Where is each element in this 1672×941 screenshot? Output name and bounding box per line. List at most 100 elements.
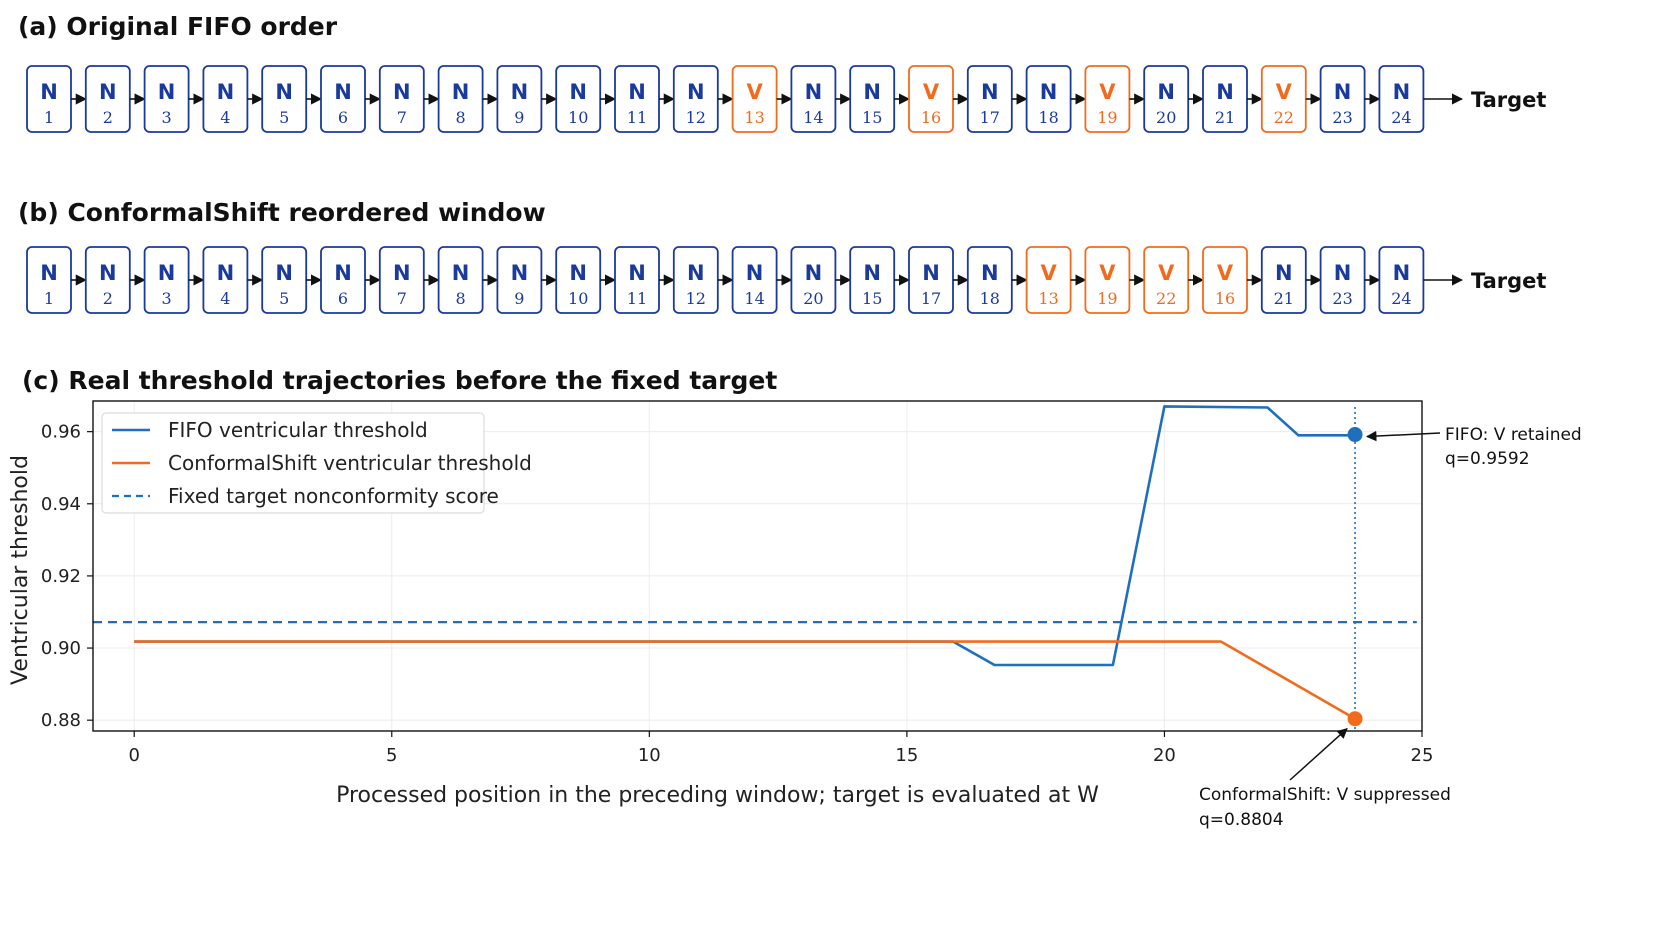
sequence-box-1: N1 (26, 65, 72, 133)
y-axis-label: Ventricular threshold (8, 455, 33, 685)
beat-type-label: V (1158, 261, 1175, 285)
sequence-box-4: N4 (202, 246, 249, 314)
plot-frame (92, 400, 1423, 732)
beat-index-label: 11 (627, 289, 647, 308)
sequence-box-18: N 18 (1025, 65, 1072, 133)
sequence-box-14: N 20 (790, 246, 837, 314)
beat-type-label: N (628, 261, 646, 285)
beat-index-label: 8 (456, 108, 466, 127)
conformal-annotation-label: ConformalShift: V suppressed (1199, 785, 1451, 805)
beat-index-label: 9 (514, 108, 524, 127)
y-tick-label: 0.94 (41, 494, 81, 515)
beat-type-label: V (1040, 261, 1057, 285)
beat-type-label: N (1040, 80, 1058, 104)
sequence-box-4: N4 (202, 65, 249, 133)
beat-type-label: N (158, 80, 176, 104)
panel-b-title: (b) ConformalShift reordered window (18, 198, 546, 227)
beat-type-label: N (569, 261, 587, 285)
sequence-box-19: V 19 (1084, 246, 1131, 314)
beat-index-label: 24 (1391, 108, 1411, 127)
conformal-annotation-value: q=0.8804 (1199, 810, 1284, 830)
x-tick-label: 5 (386, 745, 397, 766)
beat-type-label: N (981, 80, 999, 104)
beat-type-label: V (746, 80, 763, 104)
sequence-box-16: N 17 (908, 246, 954, 314)
beat-index-label: 20 (1156, 108, 1176, 127)
y-tick-label: 0.90 (41, 638, 81, 659)
beat-type-label: N (863, 261, 881, 285)
beat-type-label: N (275, 261, 293, 285)
sequence-box-6: N6 (320, 65, 366, 133)
beat-type-label: N (217, 261, 235, 285)
x-tick-label: 0 (128, 745, 139, 766)
beat-index-label: 2 (103, 108, 113, 127)
sequence-box-12: N 12 (672, 65, 719, 133)
sequence-box-19: V 19 (1084, 65, 1131, 133)
beat-type-label: V (1099, 261, 1116, 285)
beat-index-label: 23 (1332, 289, 1352, 308)
beat-type-label: N (452, 261, 470, 285)
sequence-box-7: N7 (378, 246, 425, 314)
sequence-box-22: V 22 (1260, 65, 1307, 133)
beat-type-label: N (99, 261, 117, 285)
sequence-box-7: N7 (378, 65, 425, 133)
sequence-box-3: N3 (143, 246, 190, 314)
beat-type-label: N (511, 261, 529, 285)
beat-index-label: 10 (568, 289, 588, 308)
x-tick-label: 15 (895, 745, 918, 766)
beat-index-label: 5 (279, 289, 289, 308)
beat-index-label: 6 (338, 108, 348, 127)
beat-type-label: V (1099, 80, 1116, 104)
sequence-box-17: N 17 (966, 65, 1013, 133)
beat-type-label: N (981, 261, 999, 285)
beat-type-label: N (511, 80, 529, 104)
sequence-box-22: N 21 (1260, 246, 1307, 314)
sequence-box-2: N2 (84, 246, 131, 314)
beat-index-label: 7 (397, 108, 407, 127)
beat-index-label: 15 (862, 289, 882, 308)
beat-type-label: N (1275, 261, 1293, 285)
beat-type-label: N (334, 261, 352, 285)
x-tick-label: 20 (1153, 745, 1176, 766)
legend: FIFO ventricular threshold ConformalShift… (101, 412, 532, 514)
beat-index-label: 5 (279, 108, 289, 127)
beat-type-label: N (1334, 261, 1352, 285)
y-tick-label: 0.96 (41, 422, 81, 443)
sequence-box-13: V 13 (731, 65, 778, 133)
beat-type-label: N (805, 261, 823, 285)
panel-c-title: (c) Real threshold trajectories before t… (22, 366, 778, 395)
beat-index-label: 17 (921, 289, 941, 308)
sequence-box-13: N 14 (731, 246, 778, 314)
beat-index-label: 1 (44, 289, 54, 308)
fifo-end-marker (1347, 427, 1363, 443)
beat-index-label: 15 (862, 108, 882, 127)
beat-index-label: 10 (568, 108, 588, 127)
panel-a-title: (a) Original FIFO order (18, 12, 338, 41)
legend-entry: ConformalShift ventricular threshold (168, 451, 532, 475)
target-label: Target (1471, 88, 1546, 112)
beat-type-label: N (863, 80, 881, 104)
beat-index-label: 19 (1097, 108, 1117, 127)
sequence-box-8: N8 (437, 65, 484, 133)
sequence-box-12: N 12 (672, 246, 719, 314)
beat-type-label: N (922, 261, 940, 285)
sequence-box-8: N8 (437, 246, 484, 314)
sequence-box-18: V 13 (1025, 246, 1072, 314)
sequence-box-23: N 23 (1319, 65, 1366, 133)
sequence-box-6: N6 (320, 246, 366, 314)
beat-index-label: 21 (1274, 289, 1294, 308)
sequence-box-5: N5 (261, 65, 308, 133)
beat-type-label: N (746, 261, 764, 285)
beat-type-label: N (1216, 80, 1234, 104)
beat-index-label: 14 (803, 108, 823, 127)
sequence-box-9: N9 (496, 246, 543, 314)
sequence-box-14: N 14 (790, 65, 837, 133)
y-tick-label: 0.88 (41, 710, 81, 731)
sequence-box-3: N3 (143, 65, 190, 133)
beat-index-label: 8 (456, 289, 466, 308)
sequence-box-16: V 16 (908, 65, 954, 133)
beat-type-label: V (1276, 80, 1293, 104)
conformal-sequence: N1N2N3N4N5N6N7N8N9N10N11N12N14N20N15N17N… (26, 246, 1546, 314)
sequence-box-5: N5 (261, 246, 308, 314)
sequence-box-10: N 10 (555, 246, 602, 314)
